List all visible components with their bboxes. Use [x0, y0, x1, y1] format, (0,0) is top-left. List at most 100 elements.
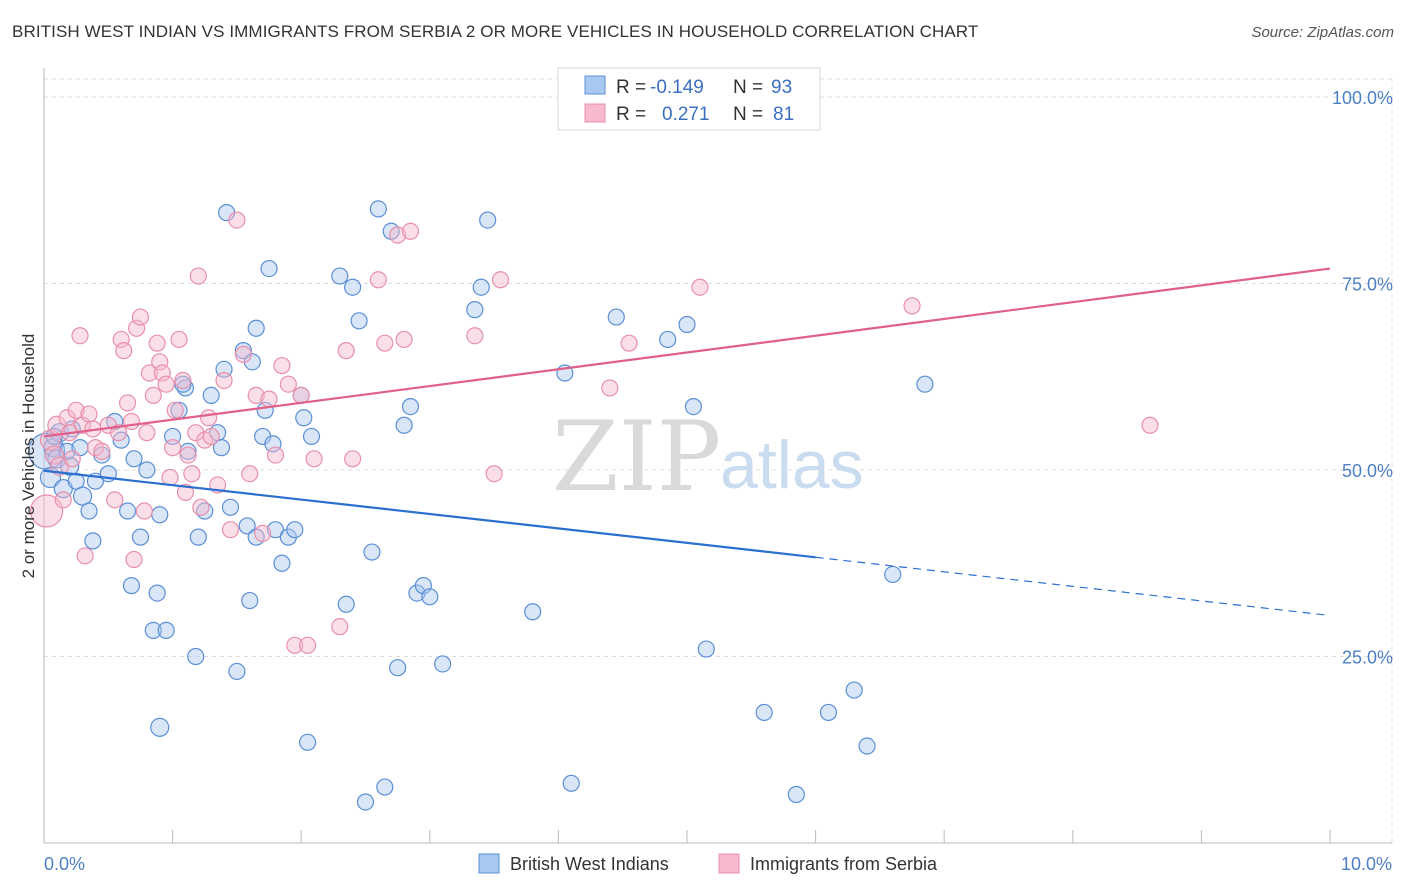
blue-point-43	[247, 319, 265, 337]
source-label: Source: ZipAtlas.com	[1251, 24, 1394, 41]
trend-line-blue-dashed	[815, 556, 1331, 617]
blue-point-23	[151, 506, 169, 524]
pink-point-79	[1141, 416, 1159, 434]
blue-point-21	[144, 621, 162, 639]
pink-point-9	[67, 401, 85, 419]
pink-point-47	[202, 427, 220, 446]
series-immigrants-from-serbia	[29, 211, 1159, 654]
blue-point-65	[389, 659, 407, 677]
trend-line-pink	[43, 267, 1331, 438]
pink-point-41	[183, 465, 201, 483]
pink-point-71	[401, 222, 420, 240]
blue-point-16	[118, 502, 137, 520]
legend-n-value-2: 81	[773, 104, 794, 125]
blue-point-38	[228, 662, 246, 681]
legend-n-label-1: N =	[733, 77, 763, 98]
pink-point-77	[691, 278, 709, 296]
bottom-legend-swatch-pink	[718, 853, 740, 874]
pink-point-43	[189, 267, 207, 285]
trend-line-blue	[43, 469, 816, 559]
pink-point-0	[29, 494, 64, 528]
bottom-legend: British West Indians Immigrants from Ser…	[478, 853, 938, 874]
chart-title: BRITISH WEST INDIAN VS IMMIGRANTS FROM S…	[12, 22, 979, 41]
blue-point-34	[212, 439, 231, 457]
blue-point-75	[524, 603, 542, 621]
blue-point-53	[295, 409, 313, 427]
bottom-legend-label-pink: Immigrants from Serbia	[750, 854, 938, 874]
blue-point-8	[72, 486, 93, 506]
blue-point-89	[916, 375, 934, 393]
legend-swatch-pink	[584, 103, 606, 123]
pink-point-37	[170, 330, 188, 349]
blue-point-63	[376, 778, 394, 796]
legend-swatch-blue	[584, 75, 606, 95]
pink-point-39	[176, 483, 195, 501]
blue-point-57	[337, 595, 355, 613]
blue-point-62	[369, 200, 387, 218]
blue-point-39	[234, 342, 252, 360]
pink-point-38	[174, 371, 192, 390]
pink-point-65	[337, 342, 355, 360]
pink-point-34	[161, 468, 179, 487]
legend-r-label-2: R =	[616, 104, 646, 125]
blue-point-61	[363, 543, 381, 561]
blue-point-95	[174, 375, 192, 393]
blue-point-29	[187, 647, 205, 666]
pink-point-69	[389, 226, 407, 244]
pink-point-54	[247, 386, 265, 404]
blue-point-71	[434, 655, 452, 673]
y-axis-label: 2 or more Vehicles in Household	[19, 334, 38, 579]
blue-point-30	[189, 528, 207, 546]
blue-point-67	[401, 397, 420, 416]
blue-point-41	[241, 591, 259, 610]
pink-point-46	[200, 409, 218, 427]
blue-point-70	[421, 588, 439, 606]
pink-point-72	[466, 327, 484, 345]
pink-point-17	[106, 491, 124, 509]
pink-point-2	[44, 445, 64, 465]
blue-point-54	[299, 733, 317, 751]
axes	[43, 68, 1392, 844]
pink-point-75	[601, 379, 619, 397]
blue-point-58	[344, 278, 362, 296]
blue-point-74	[479, 211, 497, 229]
legend-n-label-2: N =	[733, 104, 763, 125]
pink-point-78	[903, 297, 921, 315]
pink-point-26	[135, 502, 153, 520]
blue-point-51	[286, 521, 304, 539]
pink-point-74	[491, 271, 510, 289]
blue-point-80	[678, 315, 696, 334]
y-tick-label-3: 100.0%	[1332, 88, 1393, 108]
blue-point-78	[607, 308, 625, 326]
pink-point-30	[148, 334, 166, 352]
pink-point-12	[80, 405, 98, 423]
legend-r-value-1: -0.149	[650, 77, 704, 98]
pink-point-50	[221, 521, 240, 539]
pink-point-8	[63, 450, 81, 468]
pink-point-66	[344, 450, 362, 468]
blue-point-22	[148, 584, 166, 602]
pink-point-80	[76, 547, 94, 565]
y-tick-label-0: 25.0%	[1342, 648, 1393, 668]
pink-point-67	[369, 271, 387, 289]
pink-point-18	[109, 424, 128, 442]
y-tick-label-1: 50.0%	[1342, 461, 1393, 481]
legend-r-value-2: 0.271	[662, 104, 710, 125]
pink-point-29	[144, 386, 162, 404]
pink-point-22	[122, 412, 141, 431]
pink-point-64	[331, 618, 349, 636]
blue-point-48	[266, 521, 285, 539]
pink-point-5	[54, 491, 72, 509]
blue-point-32	[202, 386, 220, 404]
pink-point-27	[138, 424, 156, 442]
pink-point-62	[299, 636, 317, 654]
pink-point-55	[254, 524, 272, 543]
pink-point-68	[376, 334, 394, 352]
pink-point-73	[485, 465, 503, 483]
pink-point-21	[118, 394, 137, 412]
blue-point-59	[350, 312, 368, 330]
pink-point-44	[192, 498, 210, 516]
series-british-west-indians	[27, 200, 934, 811]
blue-point-40	[238, 517, 256, 535]
